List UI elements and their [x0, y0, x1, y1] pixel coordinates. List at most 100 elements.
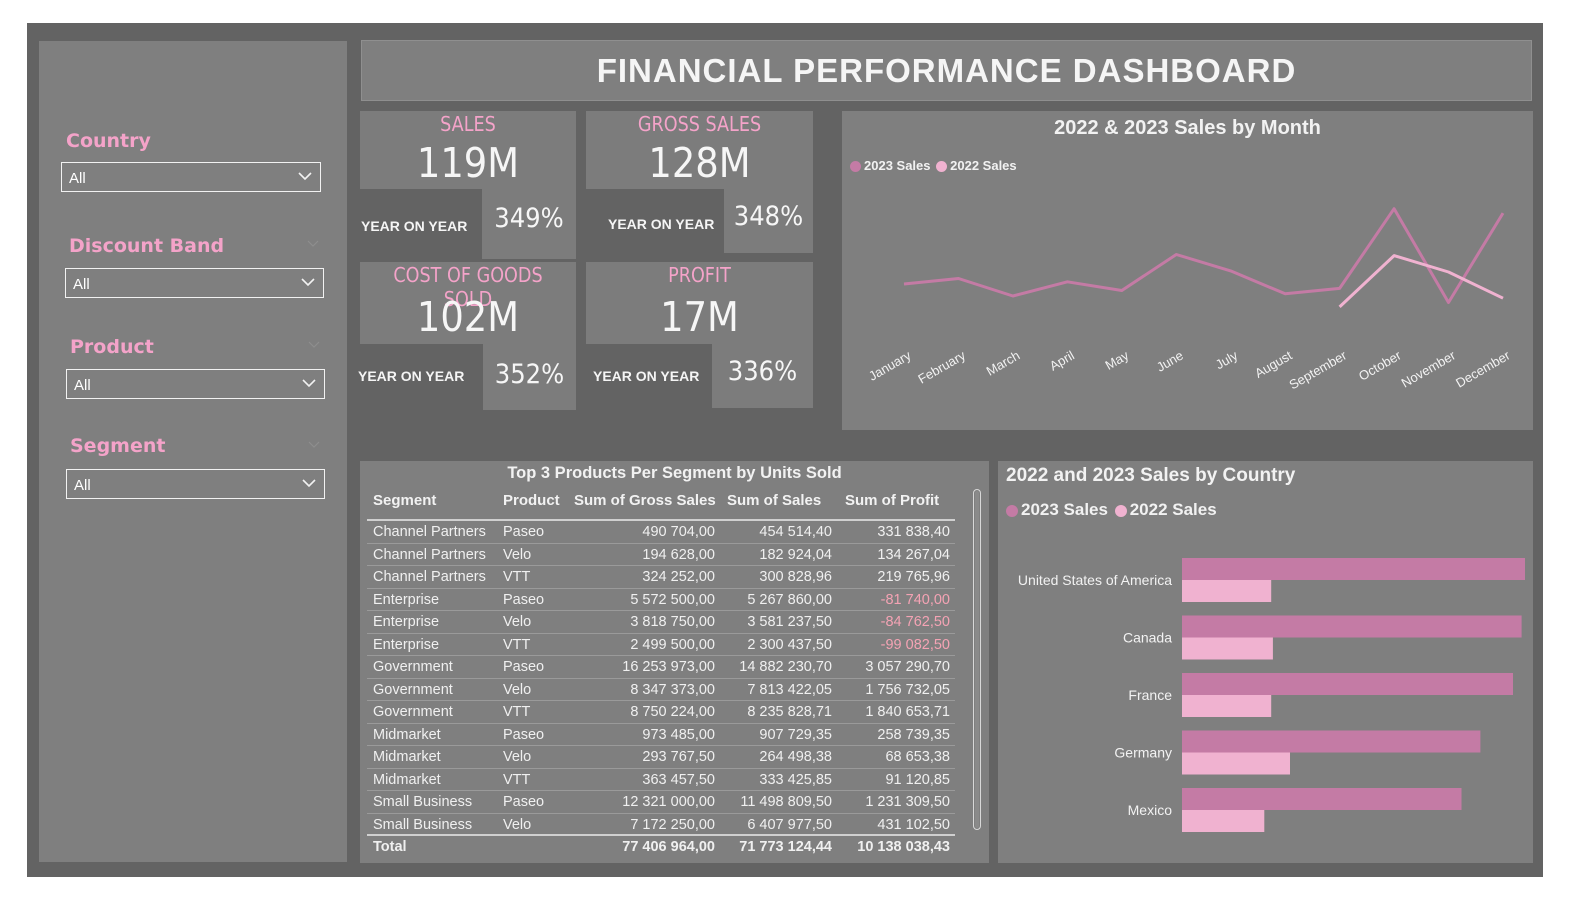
table-row[interactable]: Enterprise Paseo 5 572 500,00 5 267 860,00 -… [367, 589, 955, 611]
line-chart-legend: 2023 Sales 2022 Sales [850, 158, 1017, 173]
slicer-collapse-chevron-icon[interactable] [307, 240, 319, 248]
table-row[interactable]: Small Business Paseo 12 321 000,00 11 498 8… [367, 791, 955, 814]
bar-2023[interactable] [1182, 788, 1462, 810]
cell-segment: Channel Partners [373, 524, 486, 540]
legend-item-2023[interactable]: 2023 Sales [1006, 500, 1108, 519]
cell-gross-sales: 324 252,00 [642, 569, 715, 585]
product-dropdown[interactable]: All [66, 369, 325, 399]
kpi-yoy-label: YEAR ON YEAR [361, 218, 468, 234]
table-scrollbar-thumb[interactable] [975, 491, 979, 828]
cell-segment: Enterprise [373, 591, 440, 608]
line-chart-plot[interactable]: January February March April May June July Augu… [842, 180, 1533, 430]
cell-profit: 134 267,04 [877, 546, 950, 563]
cell-gross-sales: 7 172 250,00 [630, 816, 715, 833]
cell-product: VTT [503, 636, 531, 653]
legend-item-2022[interactable]: 2022 Sales [1114, 500, 1217, 519]
country-label: Canada [1123, 630, 1172, 646]
x-tick-label: November [1399, 347, 1459, 390]
legend-dot-icon [850, 161, 861, 173]
table-row[interactable]: Small Business Velo 7 172 250,00 6 407 977,… [367, 814, 955, 836]
x-tick-label: June [1154, 348, 1186, 375]
series-line-2022[interactable] [1338, 254, 1504, 308]
cell-segment: Midmarket [373, 726, 441, 743]
bar-2023[interactable] [1182, 673, 1513, 695]
kpi-value: 128M [648, 139, 751, 187]
x-tick-label: September [1287, 347, 1350, 392]
kpi-yoy-label: YEAR ON YEAR [608, 216, 715, 232]
bar-2023[interactable] [1182, 558, 1525, 580]
line-chart-title: 2022 & 2023 Sales by Month [1054, 117, 1321, 139]
country-label: Germany [1114, 745, 1172, 761]
series-line-2023[interactable] [903, 207, 1505, 304]
cell-product: Velo [503, 614, 532, 630]
cell-product: VTT [503, 771, 531, 788]
country-dropdown[interactable]: All [61, 162, 321, 192]
bar-2023[interactable] [1182, 730, 1481, 753]
table-scrollbar[interactable] [973, 489, 981, 830]
kpi-card-sales[interactable]: SALES 119M [360, 111, 576, 189]
discount-band-slicer-title: Discount Band [69, 235, 225, 257]
bar-chart-plot[interactable]: United States of America Canada France Germ… [998, 540, 1533, 840]
kpi-yoy-value: 352% [494, 359, 565, 390]
table-header-sales[interactable]: Sum of Sales [727, 492, 822, 509]
bar-2022[interactable] [1182, 752, 1290, 775]
cell-sales: 6 407 977,50 [747, 816, 832, 833]
bar-chart-title: 2022 and 2023 Sales by Country [1006, 465, 1296, 486]
chevron-down-icon [298, 172, 312, 181]
table-header-profit[interactable]: Sum of Profit [845, 492, 940, 509]
x-tick-label: April [1047, 348, 1077, 374]
total-label: Total [373, 839, 407, 855]
kpi-yoy-value: 349% [494, 203, 564, 234]
x-tick-label: October [1356, 347, 1404, 383]
segment-dropdown[interactable]: All [66, 469, 325, 499]
table-row[interactable]: Enterprise VTT 2 499 500,00 2 300 437,50 -99… [367, 634, 955, 656]
cell-product: Velo [503, 816, 532, 833]
kpi-card-cost-of-goods-sold[interactable]: COST OF GOODS SOLD 102M [360, 262, 576, 344]
table-row[interactable]: Midmarket Velo 293 767,50 264 498,38 68 653,… [367, 746, 955, 769]
table-header-segment[interactable]: Segment [373, 492, 437, 509]
cell-profit: 1 756 732,05 [865, 681, 950, 698]
table-row[interactable]: Channel Partners VTT 324 252,00 300 828,96 2… [367, 566, 955, 589]
product-dropdown-value: All [74, 377, 91, 394]
table-header-divider [367, 519, 955, 521]
bar-2022[interactable] [1182, 810, 1265, 832]
table-row[interactable]: Government Paseo 16 253 973,00 14 882 230,7… [367, 656, 955, 679]
cell-profit: 68 653,38 [885, 749, 950, 765]
table-row[interactable]: Midmarket Paseo 973 485,00 907 729,35 258 73… [367, 724, 955, 746]
cell-gross-sales: 973 485,00 [642, 726, 715, 743]
cell-gross-sales: 2 499 500,00 [630, 636, 715, 653]
cell-segment: Small Business [373, 794, 473, 810]
slicer-collapse-chevron-icon[interactable] [308, 341, 320, 349]
kpi-yoy-sales: 349% [482, 189, 576, 259]
table-row[interactable]: Government VTT 8 750 224,00 8 235 828,71 1 8… [367, 701, 955, 724]
discount-band-dropdown[interactable]: All [65, 268, 324, 298]
table-row[interactable]: Channel Partners Paseo 490 704,00 454 514,4… [367, 521, 955, 544]
legend-item-2023[interactable]: 2023 Sales [850, 158, 931, 173]
cell-profit: 1 840 653,71 [865, 704, 950, 720]
cell-sales: 7 813 422,05 [747, 681, 832, 698]
table-row[interactable]: Government Velo 8 347 373,00 7 813 422,05 1 … [367, 679, 955, 701]
bar-2022[interactable] [1182, 695, 1272, 717]
country-label: Mexico [1128, 802, 1173, 818]
table-row[interactable]: Enterprise Velo 3 818 750,00 3 581 237,50 -8… [367, 611, 955, 634]
cell-sales: 2 300 437,50 [747, 636, 832, 653]
total-sales: 71 773 124,44 [739, 839, 832, 855]
cell-product: Paseo [503, 659, 545, 675]
bar-2022[interactable] [1182, 637, 1273, 660]
table-row[interactable]: Channel Partners Velo 194 628,00 182 924,04… [367, 544, 955, 566]
kpi-card-profit[interactable]: PROFIT 17M [586, 262, 813, 344]
table-header-gross-sales[interactable]: Sum of Gross Sales [574, 492, 716, 509]
slicer-collapse-chevron-icon[interactable] [308, 441, 320, 449]
legend-item-2022[interactable]: 2022 Sales [936, 158, 1017, 173]
kpi-yoy-label: YEAR ON YEAR [593, 368, 700, 384]
table-row[interactable]: Midmarket VTT 363 457,50 333 425,85 91 120,8… [367, 769, 955, 791]
bar-2023[interactable] [1182, 615, 1522, 638]
kpi-card-gross-sales[interactable]: GROSS SALES 128M [586, 111, 813, 189]
kpi-yoy-cogs: 352% [483, 344, 576, 410]
cell-sales: 14 882 230,70 [739, 659, 832, 675]
sales-by-month-chart-panel[interactable] [842, 111, 1533, 430]
cell-segment: Government [373, 681, 453, 698]
cell-sales: 907 729,35 [759, 726, 832, 743]
table-header-product[interactable]: Product [503, 492, 560, 509]
bar-2022[interactable] [1182, 580, 1272, 602]
